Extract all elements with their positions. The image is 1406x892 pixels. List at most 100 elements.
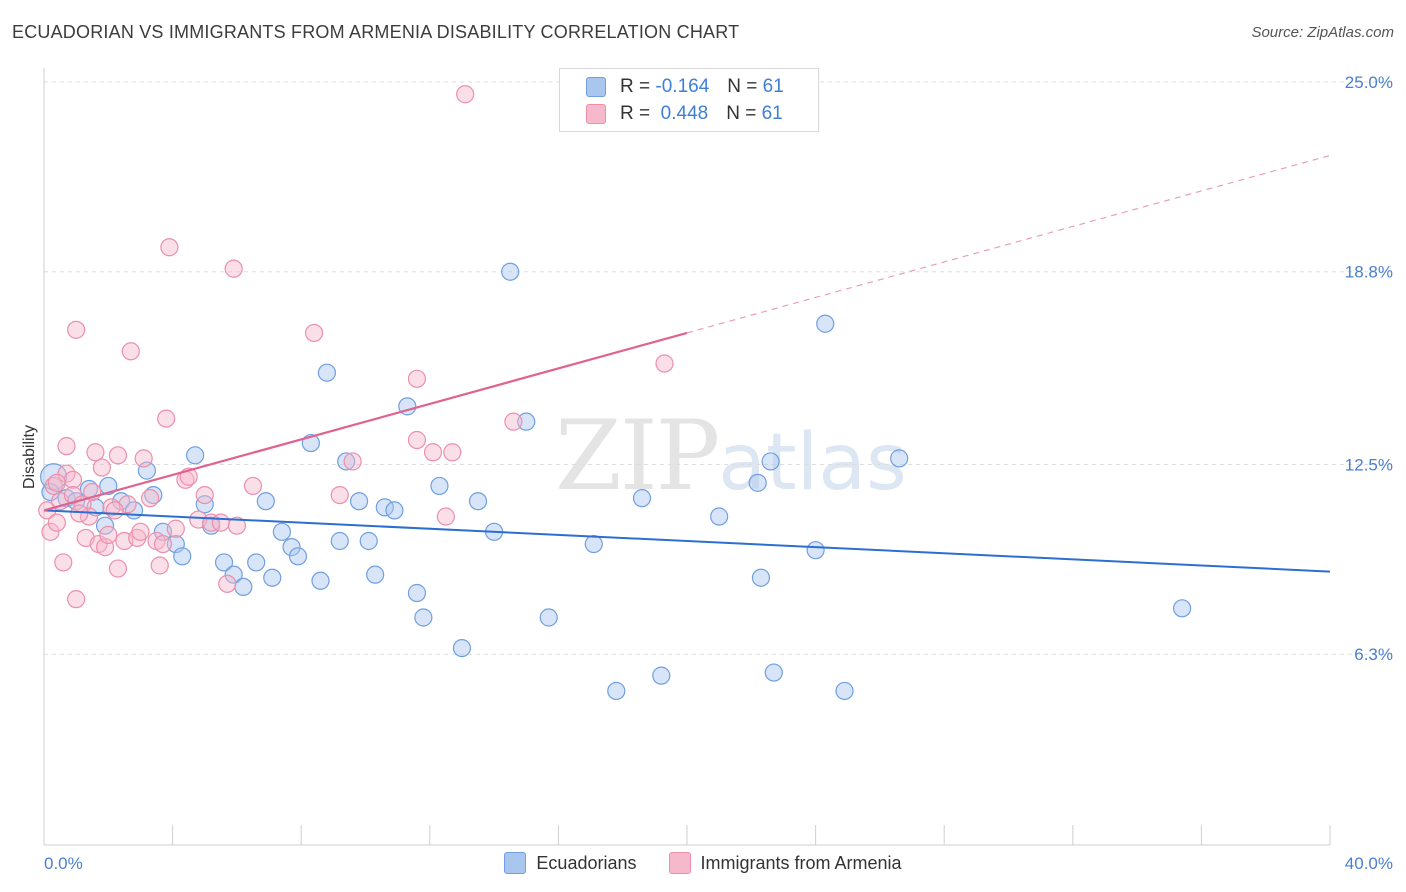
point-ecuadorians xyxy=(337,452,356,471)
point-ecuadorians xyxy=(144,486,163,505)
source-credit: Source: ZipAtlas.com xyxy=(1251,24,1394,41)
legend-label-armenia: Immigrants from Armenia xyxy=(700,852,902,873)
point-ecuadorians xyxy=(806,541,825,560)
point-ecuadorians xyxy=(539,608,558,627)
point-ecuadorians xyxy=(607,681,626,701)
point-ecuadorians xyxy=(748,473,767,492)
point-ecuadorians xyxy=(751,568,771,587)
point-ecuadorians xyxy=(317,363,337,382)
point-armenia xyxy=(57,437,76,456)
legend-swatch-ecuadorians xyxy=(586,77,606,97)
point-ecuadorians xyxy=(517,412,536,431)
point-ecuadorians xyxy=(330,531,349,551)
point-armenia xyxy=(330,486,349,505)
chart-title: ECUADORIAN VS IMMIGRANTS FROM ARMENIA DI… xyxy=(12,22,740,42)
point-armenia xyxy=(108,446,128,465)
point-ecuadorians xyxy=(311,571,330,590)
point-ecuadorians xyxy=(414,608,433,627)
trend-line-armenia-extension xyxy=(686,154,1331,334)
trend-lines xyxy=(43,154,1331,573)
legend-r-value: -0.164 xyxy=(655,76,710,97)
point-armenia xyxy=(54,553,73,572)
point-ecuadorians xyxy=(247,553,266,572)
point-armenia xyxy=(47,513,66,532)
point-ecuadorians xyxy=(366,565,385,584)
legend-n-value: 61 xyxy=(762,76,784,97)
point-ecuadorians xyxy=(282,538,301,557)
point-armenia xyxy=(243,476,263,496)
point-armenia xyxy=(456,85,475,104)
point-armenia xyxy=(63,486,83,505)
point-ecuadorians xyxy=(710,507,729,526)
point-ecuadorians xyxy=(263,568,282,587)
legend-row-armenia: R = 0.448 N = 61 xyxy=(586,102,783,126)
legend-swatch-armenia xyxy=(668,852,691,874)
legend-item-ecuadorians[interactable]: Ecuadorians xyxy=(504,852,637,874)
legend-label-ecuadorians: Ecuadorians xyxy=(536,852,637,873)
point-armenia xyxy=(218,574,237,593)
point-armenia xyxy=(86,443,105,462)
point-armenia xyxy=(150,556,169,575)
legend-item-armenia[interactable]: Immigrants from Armenia xyxy=(668,852,902,874)
point-ecuadorians xyxy=(224,565,243,584)
point-armenia xyxy=(105,501,124,520)
y-axis-label: Disability xyxy=(21,425,38,489)
legend-n-label: N = xyxy=(726,103,757,124)
point-armenia xyxy=(423,443,443,462)
point-ecuadorians xyxy=(452,638,472,658)
point-ecuadorians xyxy=(234,577,253,597)
point-ecuadorians xyxy=(288,547,308,566)
point-ecuadorians xyxy=(761,452,780,471)
point-armenia xyxy=(67,590,86,609)
point-armenia xyxy=(67,320,86,339)
point-ecuadorians xyxy=(99,476,118,496)
point-ecuadorians xyxy=(501,262,520,281)
grid-lines xyxy=(44,81,1392,655)
point-ecuadorians xyxy=(195,495,214,514)
point-ecuadorians xyxy=(890,449,909,468)
watermark-atlas: atlas xyxy=(718,418,907,508)
legend-r-value: 0.448 xyxy=(660,103,709,124)
point-armenia xyxy=(343,452,362,471)
point-armenia xyxy=(211,513,230,532)
watermark-zip: ZIP xyxy=(555,400,720,512)
point-ecuadorians xyxy=(835,681,854,701)
point-armenia xyxy=(224,259,243,278)
point-ecuadorians xyxy=(40,463,68,491)
point-armenia xyxy=(504,412,523,431)
point-ecuadorians xyxy=(385,501,404,520)
point-armenia xyxy=(44,476,63,496)
trend-line-armenia xyxy=(43,331,688,512)
point-ecuadorians xyxy=(430,476,449,496)
point-armenia xyxy=(443,443,462,462)
axes xyxy=(43,68,1331,846)
legend-row-ecuadorians: R = -0.164 N = 61 xyxy=(586,75,784,99)
series-legend: Ecuadorians Immigrants from Armenia xyxy=(0,852,1406,874)
y-tick-label: 6.3% xyxy=(1354,645,1393,664)
point-armenia xyxy=(160,238,179,257)
point-armenia xyxy=(166,519,185,538)
y-tick-label: 18.8% xyxy=(1345,263,1393,282)
point-armenia xyxy=(227,516,246,535)
point-ecuadorians xyxy=(816,314,835,333)
point-armenia xyxy=(304,323,324,343)
axis-labels: 6.3% 12.5% 18.8% 25.0% 0.0% 40.0% Disability xyxy=(21,73,1393,873)
data-points xyxy=(38,85,1192,701)
point-armenia xyxy=(63,470,83,489)
point-ecuadorians xyxy=(214,553,234,572)
point-armenia xyxy=(92,458,111,477)
stats-legend: R = -0.164 N = 61 R = 0.448 N = 61 xyxy=(559,68,819,132)
legend-swatch-armenia xyxy=(586,104,606,124)
legend-n-value: 61 xyxy=(761,103,783,124)
point-ecuadorians xyxy=(256,492,275,511)
point-armenia xyxy=(140,489,160,508)
legend-swatch-ecuadorians xyxy=(504,852,527,874)
point-ecuadorians xyxy=(359,531,378,551)
point-armenia xyxy=(108,559,128,578)
x-tick-label: 0.0% xyxy=(44,854,83,873)
point-armenia xyxy=(195,486,214,505)
point-ecuadorians xyxy=(173,547,192,566)
point-armenia xyxy=(121,342,140,361)
point-ecuadorians xyxy=(186,446,205,465)
